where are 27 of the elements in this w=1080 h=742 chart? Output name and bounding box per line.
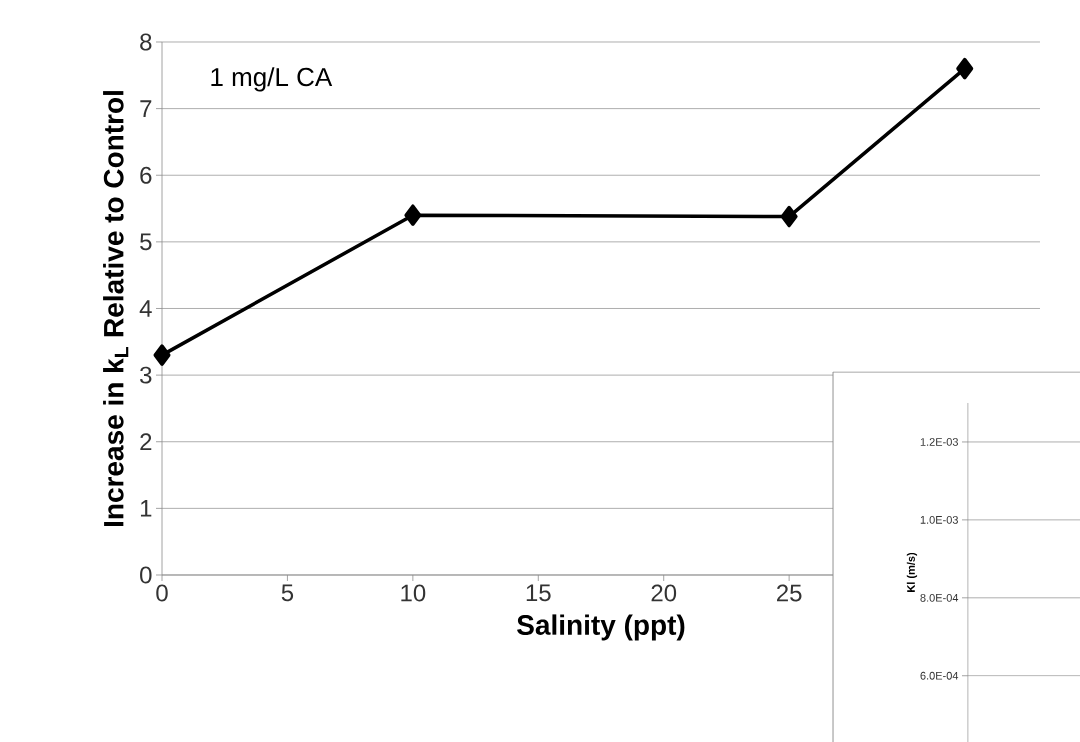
y-axis-title: Increase in k$_{L}$ Relative to Control: [103, 91, 129, 527]
y-tick-label: 6.0E-04: [920, 671, 959, 680]
x-tick-label: 25: [777, 584, 802, 602]
y-tick-label: 8.0E-04: [920, 593, 959, 602]
y-tick-label: 6: [140, 166, 152, 184]
x-tick-label: 15: [526, 584, 551, 602]
y-tick-label: 3: [140, 366, 152, 384]
point: [153, 344, 171, 366]
y-tick-label: 2: [140, 433, 152, 451]
annotation: 1 mg/L CA: [211, 67, 333, 92]
y-tick-label: 8: [140, 33, 152, 51]
point: [956, 57, 974, 80]
x-axis-title: Salinity (ppt): [517, 614, 685, 641]
x-tick-label: 10: [401, 584, 426, 602]
y-tick-label: 1.2E-03: [920, 438, 958, 446]
y-axis-title: Kl (m/s): [906, 552, 918, 592]
y-tick-label: 1.0E-03: [920, 516, 958, 524]
x-tick-label: 20: [651, 584, 677, 602]
x-tick-label: 5: [281, 584, 294, 602]
y-tick-label: 1: [140, 500, 152, 517]
x-tick-label: 0: [156, 584, 168, 602]
y-tick-label: 0: [140, 566, 152, 584]
point: [780, 205, 798, 228]
point: [404, 204, 422, 226]
y-tick-label: 5: [140, 233, 152, 251]
y-tick-label: 7: [140, 100, 152, 117]
y-tick-label: 4: [139, 300, 152, 317]
